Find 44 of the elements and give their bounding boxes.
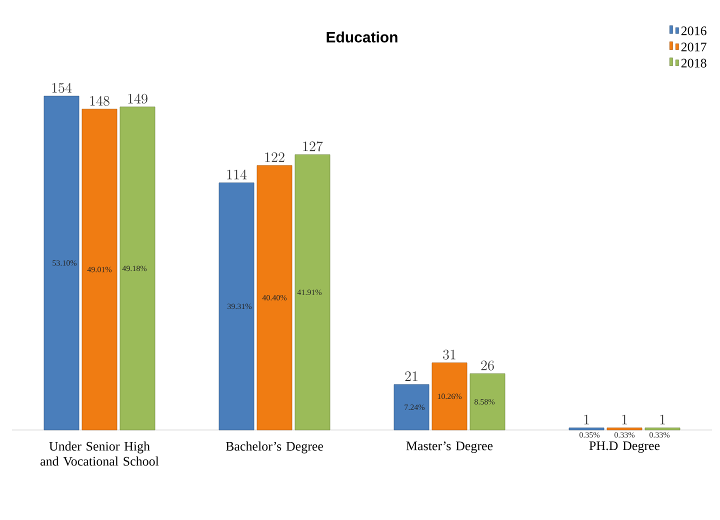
x-tick-label: PH.D Degree — [589, 442, 660, 453]
data-label: 1 — [660, 414, 665, 424]
legend-label: 2018 — [681, 58, 706, 68]
bar — [82, 108, 118, 430]
data-label: 149 — [128, 94, 148, 104]
bar — [120, 106, 156, 430]
annotation: 7.24% — [404, 404, 425, 410]
annotation: 10.26% — [438, 394, 462, 400]
x-tick-label: Bachelor’s Degree — [226, 442, 324, 454]
bar — [256, 165, 292, 430]
data-label: 122 — [265, 152, 284, 162]
annotation: 39.31% — [228, 304, 252, 310]
data-label: 21 — [405, 371, 418, 381]
data-label: 114 — [227, 170, 247, 180]
bar — [606, 428, 642, 430]
data-label: 127 — [303, 141, 323, 152]
legend-label: 2016 — [681, 26, 706, 36]
data-label: 154 — [52, 82, 72, 93]
bar — [394, 384, 430, 430]
data-label: 148 — [90, 96, 110, 106]
data-label: 31 — [443, 350, 456, 360]
text: 0.33% — [649, 432, 670, 438]
data-label: 1 — [622, 414, 627, 424]
bar — [218, 182, 254, 430]
bar — [294, 154, 330, 430]
bar — [568, 428, 604, 430]
x-tick-label: Master’s Degree — [406, 442, 493, 453]
data-label: 26 — [481, 360, 494, 370]
annotation: 49.01% — [87, 266, 112, 272]
bar — [470, 373, 506, 430]
bar — [644, 428, 680, 430]
data-label: 1 — [584, 414, 589, 424]
annotation: 49.18% — [122, 266, 147, 272]
bar — [432, 362, 468, 430]
text: 0.33% — [614, 432, 635, 438]
chart-title: Education — [326, 31, 398, 42]
legend-label: 2017 — [681, 42, 706, 52]
annotation: 8.58% — [474, 399, 495, 405]
text: 0.35% — [579, 432, 600, 438]
annotation: 40.40% — [262, 294, 287, 300]
annotation: 53.10% — [52, 260, 77, 266]
annotation: 41.91% — [297, 290, 322, 296]
bar — [44, 96, 80, 430]
x-tick-label: Under Senior High and Vocational School — [40, 442, 159, 466]
